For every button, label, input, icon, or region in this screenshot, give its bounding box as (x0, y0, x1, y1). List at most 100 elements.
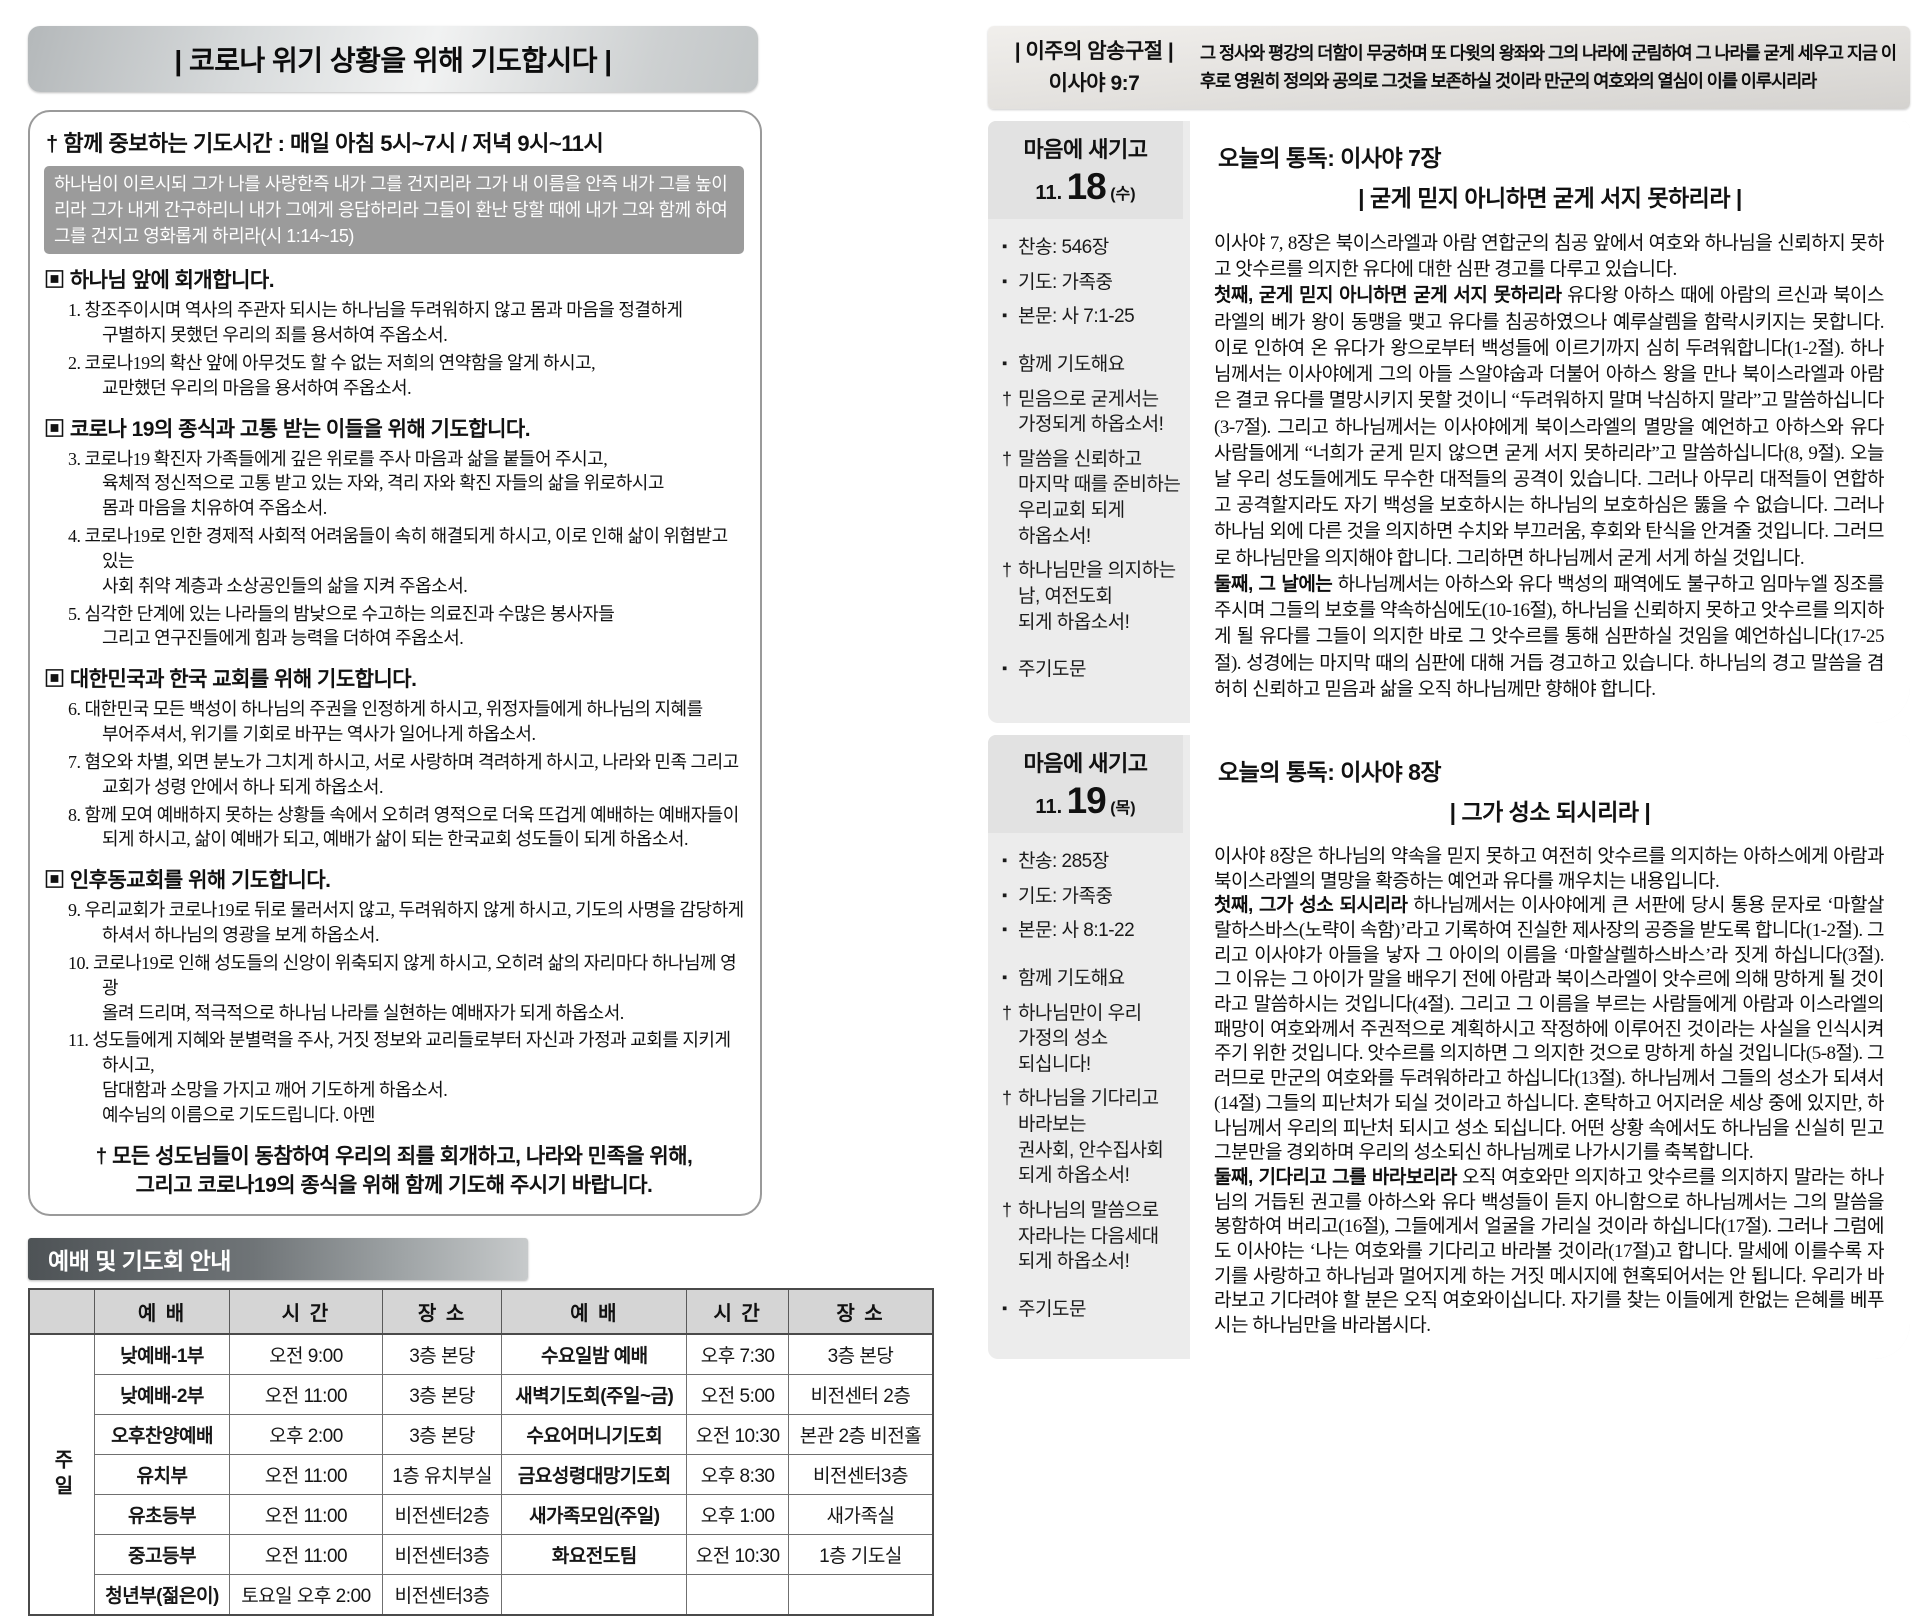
table-row: 유초등부 오전 11:00 비전센터2층 새가족모임(주일) 오후 1:00 새가족실 (29, 1494, 934, 1536)
prayer-section: ▣ 코로나 19의 종식과 고통 받는 이들을 위해 기도합니다. 3. 코로나1… (44, 413, 744, 652)
devotion-info-item: ▪ 본문: 사 8:1-22 (1002, 918, 1182, 944)
daily-reading-title: 오늘의 통독: 이사야 8장 (1218, 758, 1442, 785)
paragraph-text: 하나님께서는 아하스와 유다 백성의 패역에도 불구하고 임마누엘 징조를 주시… (1214, 573, 1885, 700)
worship-schedule-banner: 예배 및 기도회 안내 (28, 1238, 528, 1281)
table-cell: 1층 기도실 (787, 1534, 934, 1576)
table-cell: 오전 11:00 (229, 1374, 383, 1416)
col-header-time-1: 시 간 (229, 1288, 383, 1336)
date-day-number: 19 (1066, 779, 1107, 821)
table-cell: 비전센터3층 (787, 1454, 934, 1496)
paragraph-lead-bold: 둘째, 기다리고 그를 바라보리라 (1214, 1166, 1457, 1188)
prayer-item: 5. 심각한 단계에 있는 나라들의 밤낮으로 수고하는 의료진과 수많은 봉사… (68, 603, 615, 649)
prayer-item: 4. 코로나19로 인한 경제적 사회적 어려움들이 속히 해결되게 하시고, … (68, 526, 728, 596)
devotion-body: 이사야 8장은 하나님의 약속을 믿지 못하고 여전히 앗수르를 의지하는 아하… (1190, 841, 1910, 1343)
prayer-item: 3. 코로나19 확진자 가족들에게 깊은 위로를 주사 마음과 삶을 붙들어 … (68, 448, 664, 519)
memory-verse-label-line1: | 이주의 암송구절 | (1014, 40, 1174, 63)
memory-verse-label: | 이주의 암송구절 | 이사야 9:7 (988, 36, 1200, 99)
prayer-section: ▣ 하나님 앞에 회개합니다. 1. 창조주이시며 역사의 주관자 되시는 하나님… (44, 264, 744, 400)
table-cell: 청년부(젊은이) (93, 1574, 231, 1616)
prayer-item: 9. 우리교회가 코로나19로 뒤로 물러서지 않고, 두려워하지 않게 하시고… (68, 900, 744, 946)
daily-reading-title: 오늘의 통독: 이사야 7장 (1218, 145, 1442, 171)
devotion-paragraph: 둘째, 기다리고 그를 바라보리라 오직 여호와만 의지하고 앗수르를 의지하지… (1214, 1166, 1885, 1339)
prayer-request-item: † 하나님만이 우리 가정의 성소 되십니다! (1002, 1001, 1182, 1078)
sidebar-list: ▪ 찬송: 546장 ▪ 기도: 가족중 ▪ 본문: 사 7:1-25 ▪ 함께 기도해요 † 믿… (988, 219, 1190, 704)
sidebar-item-text: 함께 기도해요 (1018, 353, 1125, 375)
prayer-section-title: ▣ 코로나 19의 종식과 고통 받는 이들을 위해 기도합니다. (44, 417, 531, 441)
devotion-info-item: ▪ 함께 기도해요 (1002, 352, 1182, 378)
sidebar-item-text: 주기도문 (1018, 659, 1086, 681)
bullet-icon: ▪ (1002, 272, 1007, 290)
sidebar-item-text: 찬송: 546장 (1018, 237, 1109, 258)
table-cell: 유치부 (93, 1454, 231, 1496)
table-cell: 오전 11:00 (229, 1494, 383, 1536)
devotion-box-title: 마음에 새기고 (1023, 750, 1148, 776)
table-cell: 낮예배-1부 (93, 1333, 231, 1376)
table-row: 오후찬양예배 오후 2:00 3층 본당 수요어머니기도회 오전 10:30 본관 2층 … (29, 1414, 934, 1456)
devotion-paragraph: 첫째, 그가 성소 되시리라 하나님께서는 이사야에게 큰 서판에 당시 통용 … (1214, 894, 1885, 1166)
cross-icon: † (1002, 448, 1012, 469)
paragraph-lead-bold: 둘째, 그 날에는 (1214, 573, 1333, 595)
table-cell: 1층 유치부실 (381, 1454, 503, 1496)
devotion-info-item: ▪ 함께 기도해요 (1002, 966, 1182, 992)
table-cell: 비전센터3층 (381, 1534, 503, 1576)
devotion-info-item: ▪ 본문: 사 7:1-25 (1002, 304, 1182, 330)
prayer-request-item: † 믿음으로 굳게서는 가정되게 하옵소서! (1002, 387, 1182, 438)
rowgroup-label: 주일 (28, 1333, 95, 1616)
sidebar-item-text: 주기도문 (1018, 1298, 1086, 1320)
devotion-sidebar-nov19: 마음에 새기고 11. 19 (목) ▪ 찬송: 285장 ▪ 기도: 가족중 ▪ 본문:… (988, 734, 1190, 1359)
sidebar-item-text: 말씀을 신뢰하고 마지막 때를 준비하는 우리교회 되게 하옵소서! (1018, 448, 1181, 547)
devotion-date: 11. 19 (목) (1035, 780, 1135, 822)
paragraph-lead-bold: 첫째, 굳게 믿지 아니하면 굳게 서지 못하리라 (1214, 285, 1562, 307)
devotion-info-item: ▪ 주기도문 (1002, 657, 1182, 683)
table-cell: 3층 본당 (787, 1333, 934, 1376)
right-page: | 이주의 암송구절 | 이사야 9:7 그 정사와 평강의 더함이 무궁하며 … (988, 26, 1910, 1359)
table-cell: 오전 11:00 (229, 1534, 383, 1576)
devotion-date-box: 마음에 새기고 11. 18 (수) (988, 121, 1183, 219)
table-cell: 비전센터3층 (381, 1574, 503, 1616)
prayer-item: 11. 성도들에게 지혜와 분별력을 주사, 거짓 정보와 교리들로부터 자신과… (68, 1030, 731, 1125)
bullet-icon: ▪ (1002, 886, 1007, 904)
devotion-info-item: ▪ 기도: 가족중 (1002, 884, 1182, 910)
devotion-paragraph: 첫째, 굳게 믿지 아니하면 굳게 서지 못하리라 유다왕 아하스 때에 아람의… (1214, 283, 1885, 571)
sidebar-item-text: 하나님만을 의지하는 남, 여전도회 되게 하옵소서! (1018, 560, 1176, 633)
table-cell (501, 1574, 688, 1616)
memory-verse-banner: | 이주의 암송구절 | 이사야 9:7 그 정사와 평강의 더함이 무궁하며 … (988, 26, 1910, 109)
devotion-box-title: 마음에 새기고 (1023, 137, 1148, 162)
date-month: 11. (1035, 795, 1063, 818)
prayer-item: 2. 코로나19의 확산 앞에 아무것도 할 수 없는 저희의 연약함을 알게 … (68, 352, 596, 398)
date-day-number: 18 (1066, 166, 1107, 207)
table-cell: 새가족실 (787, 1494, 934, 1536)
table-cell: 본관 2층 비전홀 (787, 1414, 934, 1456)
prayer-item: 1. 창조주이시며 역사의 주관자 되시는 하나님을 두려워하지 않고 몸과 마… (68, 300, 683, 346)
table-cell: 비전센터 2층 (787, 1374, 934, 1416)
prayer-footer-note: † 모든 성도님들이 동참하여 우리의 죄를 회개하고, 나라와 민족을 위해,… (95, 1144, 693, 1198)
table-cell: 오전 10:30 (686, 1534, 789, 1576)
table-cell: 수요어머니기도회 (501, 1414, 688, 1456)
devotion-main-nov19: 오늘의 통독: 이사야 8장 | 그가 성소 되시리라 | 이사야 8장은 하나… (1190, 734, 1910, 1359)
prayer-request-item: † 하나님의 말씀으로 자라나는 다음세대 되게 하옵소서! (1002, 1198, 1182, 1275)
bullet-icon: ▪ (1002, 238, 1007, 255)
table-cell: 오후 7:30 (686, 1333, 789, 1376)
devotion-main-nov18: 오늘의 통독: 이사야 7장 | 굳게 믿지 아니하면 굳게 서지 못하리라 |… (1190, 121, 1910, 723)
devotion-paragraph: 이사야 7, 8장은 북이스라엘과 아람 연합군의 침공 앞에서 여호와 하나님… (1214, 231, 1885, 283)
table-cell: 오후 8:30 (686, 1454, 789, 1496)
table-cell: 금요성령대망기도회 (501, 1454, 688, 1496)
devotion-date-box: 마음에 새기고 11. 19 (목) (988, 734, 1183, 833)
left-page: | 코로나 위기 상황을 위해 기도합시다 | † 함께 중보하는 기도시간 :… (28, 26, 934, 1616)
paragraph-text: 오직 여호와만 의지하고 앗수르를 의지하지 말라는 하나님의 거듭된 권고를 … (1214, 1166, 1885, 1336)
sidebar-item-text: 찬송: 285장 (1018, 850, 1109, 872)
memory-verse-text: 그 정사와 평강의 더함이 무궁하며 또 다윗의 왕좌와 그의 나라에 군림하여… (1200, 43, 1897, 91)
table-cell: 오전 5:00 (686, 1374, 789, 1416)
devotion-section-nov19: 마음에 새기고 11. 19 (목) ▪ 찬송: 285장 ▪ 기도: 가족중 ▪ 본문:… (988, 734, 1910, 1359)
col-header-worship-2: 예 배 (501, 1288, 688, 1336)
table-cell: 유초등부 (93, 1494, 231, 1536)
corona-prayer-banner: | 코로나 위기 상황을 위해 기도합시다 | (28, 26, 758, 92)
prayer-section-title: ▣ 인후동교회를 위해 기도합니다. (44, 869, 331, 893)
cross-icon: † (1002, 1088, 1012, 1109)
cross-icon: † (1002, 1199, 1012, 1220)
devotion-section-nov18: 마음에 새기고 11. 18 (수) ▪ 찬송: 546장 ▪ 기도: 가족중 ▪ 본문:… (988, 121, 1910, 723)
cross-icon: † (1002, 1002, 1012, 1023)
table-cell: 오전 10:30 (686, 1414, 789, 1456)
prayer-item: 6. 대한민국 모든 백성이 하나님의 주권을 인정하게 하시고, 위정자들에게… (68, 699, 703, 745)
sidebar-item-text: 하나님의 말씀으로 자라나는 다음세대 되게 하옵소서! (1018, 1199, 1159, 1273)
